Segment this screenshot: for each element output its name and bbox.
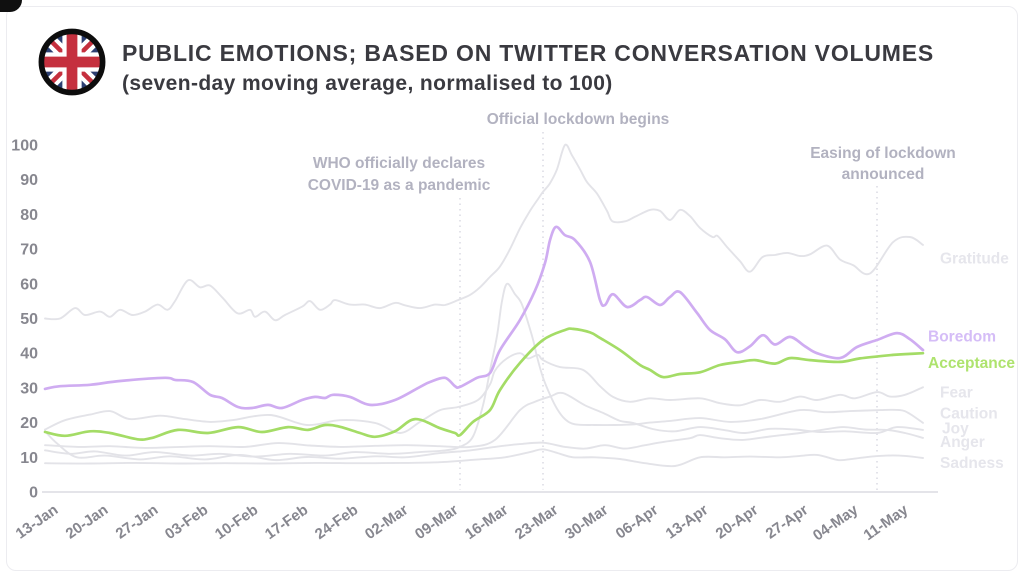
x-tick-20-Jan: 20-Jan xyxy=(63,501,112,542)
series-label-acceptance: Acceptance xyxy=(928,355,1015,372)
x-tick-label-16-Mar: 16-Mar xyxy=(462,501,511,543)
series-label-caution: Caution xyxy=(940,405,998,422)
y-tick-label-20: 20 xyxy=(20,415,38,432)
x-tick-label-11-May: 11-May xyxy=(861,501,912,544)
page-title: PUBLIC EMOTIONS; BASED ON TWITTER CONVER… xyxy=(122,40,935,66)
x-tick-11-May: 11-May xyxy=(861,501,912,544)
series-label-anger: Anger xyxy=(940,434,985,451)
series-line-joy xyxy=(44,391,924,449)
x-tick-label-13-Jan: 13-Jan xyxy=(13,501,62,542)
y-tick-label-40: 40 xyxy=(20,346,38,363)
x-tick-label-03-Feb: 03-Feb xyxy=(162,501,211,543)
series-line-gratitude xyxy=(44,143,924,322)
series-label-boredom: Boredom xyxy=(928,328,996,345)
x-tick-13-Jan: 13-Jan xyxy=(13,501,62,542)
x-tick-label-27-Jan: 27-Jan xyxy=(113,501,162,542)
series-label-fear: Fear xyxy=(940,385,973,402)
x-tick-06-Apr: 06-Apr xyxy=(613,501,662,542)
annotation-text-0: COVID-19 as a pandemic xyxy=(308,177,491,194)
x-tick-30-Mar: 30-Mar xyxy=(562,501,611,543)
x-tick-label-13-Apr: 13-Apr xyxy=(663,501,712,542)
series-line-fear xyxy=(44,352,924,434)
annotation-text-2: announced xyxy=(842,166,925,183)
series-line-boredom xyxy=(43,225,925,410)
x-tick-04-May: 04-May xyxy=(810,501,862,544)
x-tick-27-Jan: 27-Jan xyxy=(113,501,162,542)
annotation-text-1: Official lockdown begins xyxy=(487,111,670,128)
x-tick-09-Mar: 09-Mar xyxy=(412,501,461,543)
y-tick-label-30: 30 xyxy=(20,380,38,397)
x-tick-20-Apr: 20-Apr xyxy=(713,501,762,542)
series-label-joy: Joy xyxy=(942,421,969,438)
y-tick-label-50: 50 xyxy=(20,311,38,328)
y-tick-label-10: 10 xyxy=(20,450,38,467)
x-tick-label-09-Mar: 09-Mar xyxy=(412,501,461,543)
x-tick-label-02-Mar: 02-Mar xyxy=(362,501,411,543)
x-tick-10-Feb: 10-Feb xyxy=(212,501,261,543)
series-label-sadness: Sadness xyxy=(940,455,1004,472)
y-tick-label-90: 90 xyxy=(20,172,38,189)
y-tick-label-0: 0 xyxy=(29,485,38,502)
series-line-caution xyxy=(44,282,924,458)
x-tick-label-06-Apr: 06-Apr xyxy=(613,501,662,542)
y-tick-label-60: 60 xyxy=(20,276,38,293)
series-line-sadness xyxy=(44,448,924,468)
series-line-acceptance xyxy=(43,327,925,441)
x-tick-24-Feb: 24-Feb xyxy=(312,501,361,543)
series-line-anger xyxy=(44,426,924,462)
annotation-text-0: WHO officially declares xyxy=(313,155,485,172)
x-tick-27-Apr: 27-Apr xyxy=(763,501,812,542)
y-tick-label-70: 70 xyxy=(20,242,38,259)
x-tick-02-Mar: 02-Mar xyxy=(362,501,411,543)
x-tick-label-17-Feb: 17-Feb xyxy=(262,501,311,543)
x-tick-label-20-Apr: 20-Apr xyxy=(713,501,762,542)
x-tick-23-Mar: 23-Mar xyxy=(512,501,561,543)
uk-flag-icon xyxy=(38,28,106,101)
x-tick-label-04-May: 04-May xyxy=(810,501,862,544)
x-tick-label-27-Apr: 27-Apr xyxy=(763,501,812,542)
x-tick-label-20-Jan: 20-Jan xyxy=(63,501,112,542)
y-tick-label-100: 100 xyxy=(11,138,38,155)
x-tick-17-Feb: 17-Feb xyxy=(262,501,311,543)
window-corner-decoration xyxy=(0,0,22,12)
x-tick-label-24-Feb: 24-Feb xyxy=(312,501,361,543)
y-tick-label-80: 80 xyxy=(20,207,38,224)
page-subtitle: (seven-day moving average, normalised to… xyxy=(122,72,613,95)
x-tick-label-10-Feb: 10-Feb xyxy=(212,501,261,543)
x-tick-label-23-Mar: 23-Mar xyxy=(512,501,561,543)
x-tick-label-30-Mar: 30-Mar xyxy=(562,501,611,543)
chart-header: PUBLIC EMOTIONS; BASED ON TWITTER CONVER… xyxy=(122,38,934,99)
x-tick-13-Apr: 13-Apr xyxy=(663,501,712,542)
x-tick-03-Feb: 03-Feb xyxy=(162,501,211,543)
series-label-gratitude: Gratitude xyxy=(940,250,1009,267)
x-tick-16-Mar: 16-Mar xyxy=(462,501,511,543)
annotation-text-2: Easing of lockdown xyxy=(810,145,956,162)
